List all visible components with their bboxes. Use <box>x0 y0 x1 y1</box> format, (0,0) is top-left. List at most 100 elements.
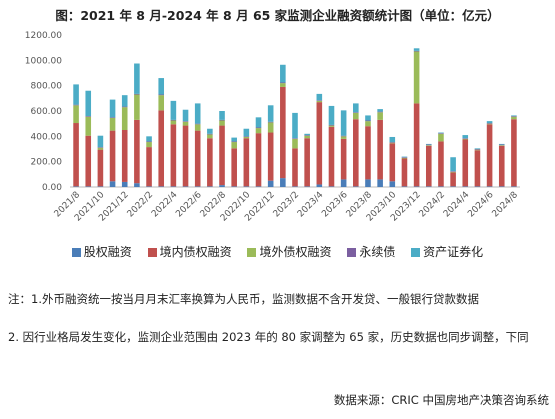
bar-segment-2021-12-s3 <box>121 106 128 108</box>
bar-segment-2021-10-s3 <box>97 147 104 148</box>
x-tick-label: 2024/4 <box>442 190 472 220</box>
bar-segment-2022-1-s3 <box>134 93 140 95</box>
bar-segment-2023-8-s3 <box>365 120 371 122</box>
bar-segment-2024-5-s4 <box>474 148 481 149</box>
bar-segment-2023-10-s0 <box>389 181 396 187</box>
bar-segment-2024-8-s2 <box>511 116 517 120</box>
bar-segment-2023-1-s2 <box>280 83 286 87</box>
bar-segment-2022-8-s3 <box>219 119 225 121</box>
legend-swatch <box>411 248 421 257</box>
bar-segment-2024-2-s2 <box>438 133 444 142</box>
bar-segment-2022-5-s0 <box>182 186 189 187</box>
bar-segment-2022-10-s2 <box>243 136 250 139</box>
bar-segment-2021-11-s3 <box>109 117 116 118</box>
bar-segment-2022-11-s1 <box>255 133 262 187</box>
legend-item-equity: 股权融资 <box>71 243 132 260</box>
legend-label: 资产证券化 <box>423 245 484 259</box>
bar-segment-2022-8-s2 <box>219 120 225 126</box>
bar-segment-2021-12-s2 <box>121 107 128 130</box>
bar-segment-2023-2-s3 <box>292 138 298 139</box>
bar-segment-2024-3-s2 <box>450 171 456 173</box>
bar-segment-2022-7-s0 <box>207 186 213 187</box>
bar-segment-2022-5-s1 <box>182 125 189 187</box>
note-2: 2. 因行业格局发生变化，监测企业范围由 2023 年的 80 家调整为 65 … <box>8 330 529 344</box>
bar-segment-2023-11-s1 <box>401 158 408 187</box>
bar-segment-2022-4-s2 <box>170 120 177 125</box>
bar-segment-2024-4-s2 <box>462 138 469 140</box>
bar-segment-2022-10-s1 <box>243 138 250 187</box>
bar-segment-2023-2-s4 <box>292 112 298 139</box>
bar-segment-2022-12-s1 <box>267 132 274 181</box>
bar-segment-2022-11-s0 <box>255 186 262 187</box>
bar-segment-2023-4-s0 <box>316 184 323 187</box>
bar-segment-2021-9-s4 <box>85 90 92 117</box>
bar-segment-2023-10-s3 <box>389 142 396 143</box>
bar-segment-2021-10-s1 <box>97 149 104 187</box>
bar-segment-2023-9-s0 <box>377 179 383 187</box>
bar-segment-2023-5-s3 <box>328 124 335 126</box>
bar-segment-2023-7-s1 <box>353 119 359 187</box>
bar-segment-2024-6-s0 <box>486 186 493 187</box>
chart-title: 图：2021 年 8 月-2024 年 8 月 65 家监测企业融资额统计图（单… <box>55 8 500 23</box>
bar-segment-2021-8-s1 <box>73 123 79 187</box>
bar-segment-2023-4-s2 <box>316 100 323 103</box>
bar-segment-2022-6-s4 <box>194 103 201 124</box>
bar-segment-2024-6-s4 <box>486 121 493 124</box>
bar-segment-2022-2-s3 <box>146 141 152 143</box>
bar-segment-2023-3-s1 <box>304 138 310 187</box>
bar-segment-2023-12-s2 <box>413 51 420 104</box>
bar-segment-2024-1-s4 <box>425 143 432 145</box>
bar-segment-2023-11-s2 <box>401 157 408 159</box>
bar-segment-2023-1-s0 <box>280 178 286 187</box>
bar-segment-2024-7-s4 <box>498 143 505 145</box>
bar-segment-2024-1-s2 <box>425 145 432 146</box>
legend-swatch <box>71 248 81 257</box>
bar-segment-2023-10-s2 <box>389 142 396 144</box>
bar-segment-2024-1-s0 <box>425 186 432 187</box>
bar-segment-2024-6-s2 <box>486 123 493 125</box>
bar-segment-2023-11-s3 <box>401 157 408 158</box>
bar-segment-2021-12-s1 <box>121 130 128 182</box>
bar-segment-2023-7-s2 <box>353 112 359 120</box>
bar-segment-2022-1-s4 <box>134 63 140 94</box>
bar-segment-2023-3-s0 <box>304 186 310 187</box>
bar-segment-2024-4-s3 <box>462 138 469 139</box>
bar-segment-2022-10-s0 <box>243 186 250 187</box>
x-tick-label: 2024/6 <box>466 190 496 220</box>
bar-segment-2022-1-s1 <box>134 119 140 184</box>
bar-segment-2024-8-s3 <box>511 116 517 117</box>
bar-segment-2022-2-s0 <box>146 186 152 187</box>
bar-segment-2021-9-s3 <box>85 116 92 117</box>
bar-segment-2022-1-s0 <box>134 183 140 187</box>
bar-segment-2022-4-s3 <box>170 119 177 121</box>
bar-segment-2024-7-s1 <box>498 145 505 187</box>
bar-segment-2022-8-s1 <box>219 125 225 186</box>
bar-segment-2023-1-s1 <box>280 86 286 179</box>
bar-segment-2022-9-s0 <box>231 186 237 187</box>
bar-segment-2024-2-s4 <box>438 132 444 134</box>
bar-segment-2023-9-s2 <box>377 112 383 120</box>
bar-segment-2021-9-s1 <box>85 135 92 187</box>
bar-segment-2022-7-s1 <box>207 138 213 187</box>
bar-segment-2021-11-s2 <box>109 117 116 131</box>
bar-segment-2022-7-s3 <box>207 133 213 135</box>
bar-segment-2023-10-s1 <box>389 143 396 182</box>
bar-segment-2023-12-s0 <box>413 186 420 187</box>
bar-segment-2023-3-s4 <box>304 133 310 136</box>
bar-segment-2022-7-s4 <box>207 128 213 134</box>
bar-segment-2022-10-s4 <box>243 128 250 137</box>
bar-segment-2024-3-s0 <box>450 186 456 187</box>
bar-segment-2024-6-s1 <box>486 124 493 187</box>
bar-segment-2023-11-s0 <box>401 186 408 187</box>
bar-segment-2023-4-s3 <box>316 100 323 101</box>
bar-segment-2022-8-s0 <box>219 185 225 187</box>
bar-segment-2023-3-s3 <box>304 135 310 136</box>
bar-segment-2022-6-s0 <box>194 186 201 187</box>
bar-segment-2023-6-s1 <box>340 138 347 180</box>
bar-segment-2022-8-s4 <box>219 111 225 120</box>
bar-segment-2024-8-s0 <box>511 186 517 187</box>
chart-legend: 股权融资 境内债权融资 境外债权融资 永续债 资产证券化 <box>0 243 555 260</box>
legend-swatch <box>347 248 357 257</box>
bar-segment-2022-4-s0 <box>170 186 177 187</box>
bar-segment-2022-11-s2 <box>255 128 262 134</box>
